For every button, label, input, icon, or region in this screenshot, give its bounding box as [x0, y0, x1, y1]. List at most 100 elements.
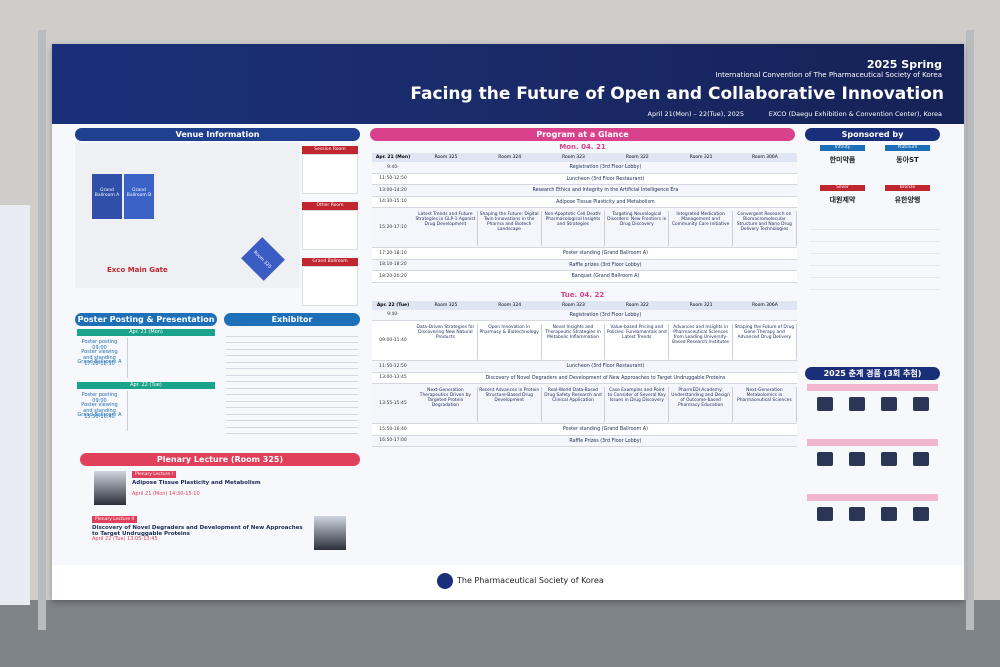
room: Room 321 [689, 155, 713, 160]
floor [0, 600, 1000, 667]
exhibitor-row [226, 337, 358, 343]
lecture-topic: Adipose Tissue Plasticity and Metabolism [132, 480, 261, 486]
session: Next-Generation Therapeutics Driven by T… [414, 387, 478, 422]
event: Discovery of Novel Degraders and Develop… [485, 375, 726, 381]
edition: 2025 Spring [866, 58, 942, 71]
time: 9:40- [387, 164, 399, 170]
prize-icon [849, 507, 865, 521]
session: Data-Driven Strategies for Discovering N… [414, 324, 478, 359]
row [372, 424, 797, 436]
session: Convergent Research on Biomacromolecular… [733, 211, 797, 246]
tier: Infinity [820, 145, 865, 151]
day-head: Apr. 22 (Tue) [376, 302, 410, 308]
head-row [372, 153, 797, 162]
section-title: Exhibitor [224, 313, 360, 326]
event-bar [807, 494, 938, 501]
time: 15:50-16:40 [379, 426, 407, 432]
row [372, 185, 797, 197]
row [372, 309, 797, 321]
exhibitor-row [226, 395, 358, 402]
session: Shaping the Future: Digital Twin Innovat… [478, 211, 542, 246]
legend-box [302, 154, 358, 194]
header: 2025 Spring International Convention of … [52, 44, 964, 124]
exhibitor-row [226, 369, 358, 376]
time: 13:55-15:45 [379, 401, 407, 406]
row [372, 248, 797, 260]
row [372, 173, 797, 185]
sponsor: 한미약품 [829, 156, 856, 164]
legend-title: Session Room [302, 146, 358, 154]
prize-icon [817, 397, 833, 411]
head-row [372, 300, 797, 310]
poster-list [127, 391, 215, 431]
venue: EXCO (Daegu Exhibition & Convention Cent… [768, 110, 942, 118]
poster-line: Grand Ballroom A [77, 359, 122, 365]
exhibitor-row [226, 376, 358, 382]
day-bar: Apr. 22 (Tue) [77, 382, 215, 389]
lecture-tag: Plenary Lecture II [92, 516, 138, 523]
event: Poster standing (Grand Ballroom A) [562, 427, 648, 432]
row [372, 384, 797, 424]
legend-title: Other Room [302, 202, 358, 210]
room: Room 324 [498, 302, 522, 308]
row [372, 372, 797, 384]
room: Room 321 [689, 302, 713, 308]
time: 18:20-20:20 [379, 273, 407, 279]
logo-row [810, 277, 940, 278]
session: Case Examples and Point to Consider of S… [605, 387, 670, 422]
tier: Platinum [885, 145, 930, 151]
time: 15:20-17:10 [379, 225, 407, 230]
prize-icon [817, 507, 833, 521]
row [372, 271, 797, 283]
pole [38, 30, 46, 630]
event: Banquet (Grand Ballroom A) [571, 274, 640, 279]
row [372, 435, 797, 447]
event: Raffle Prizes (3rd Floor Lobby) [569, 438, 642, 444]
row [372, 321, 797, 361]
row [372, 162, 797, 174]
lecture-topic: Discovery of Novel Degraders and Develop… [92, 525, 303, 537]
exhibitor-row [226, 389, 358, 395]
room: Room 324 [498, 155, 522, 160]
day-bar: Apr. 21 (Mon) [77, 329, 215, 336]
section-title: Sponsored by [805, 128, 940, 141]
time: 11:50-12:50 [379, 363, 407, 369]
convention: International Convention of The Pharmace… [715, 71, 942, 79]
prize-icon [849, 397, 865, 411]
prize-icon [913, 507, 929, 521]
poster-line: Poster posting 09:00 [81, 339, 118, 351]
title: Facing the Future of Open and Collaborat… [410, 84, 944, 104]
hall: Grand Ballroom B [124, 174, 154, 219]
logo-row [810, 289, 940, 290]
session: Next-Generation Metabolomics in Pharmace… [733, 387, 797, 422]
room: Room 323 [562, 155, 585, 160]
section-title: Venue Information [75, 128, 360, 141]
tier: Silver [820, 185, 865, 191]
exhibitor-row [226, 428, 358, 434]
exhibitor-row [226, 350, 358, 356]
room: Room 325 [434, 302, 458, 308]
logo-row [810, 241, 940, 242]
sponsor: 동아ST [896, 156, 919, 164]
lecture-time: April 21 (Mon) 14:30-15:10 [132, 491, 200, 497]
session: Latest Trends and Future Strategies in G… [414, 211, 478, 246]
date: April 21(Mon) – 22(Tue), 2025 [647, 110, 744, 118]
event: Luncheon (3rd Floor Restaurant) [566, 176, 645, 182]
event: Registration (3rd Floor Lobby) [569, 312, 642, 318]
session: Shaping the Future of Drug Gene Therapy … [733, 324, 797, 359]
event: Adipose Tissue Plasticity and Metabolism [556, 199, 655, 205]
sponsor: 유한양행 [894, 196, 921, 204]
time: 18:10-18:20 [379, 262, 407, 268]
lecture-tag: Plenary Lecture I [132, 471, 176, 478]
poster-line: Poster posting 09:00 [81, 392, 118, 404]
event: Poster standing (Grand Ballroom A) [562, 251, 648, 256]
time: 09:00-11:40 [379, 338, 407, 343]
photo [94, 471, 126, 505]
room: Room 323 [562, 302, 585, 308]
row [372, 361, 797, 373]
session: Targeting Neurological Disorders: New Fr… [605, 211, 670, 246]
event: Raffle prizes (3rd Floor Lobby) [569, 262, 642, 268]
room: Room 325 [434, 155, 458, 160]
session: Recent Advances in Protein Structure-Bas… [478, 387, 542, 422]
event-bar [807, 384, 938, 391]
